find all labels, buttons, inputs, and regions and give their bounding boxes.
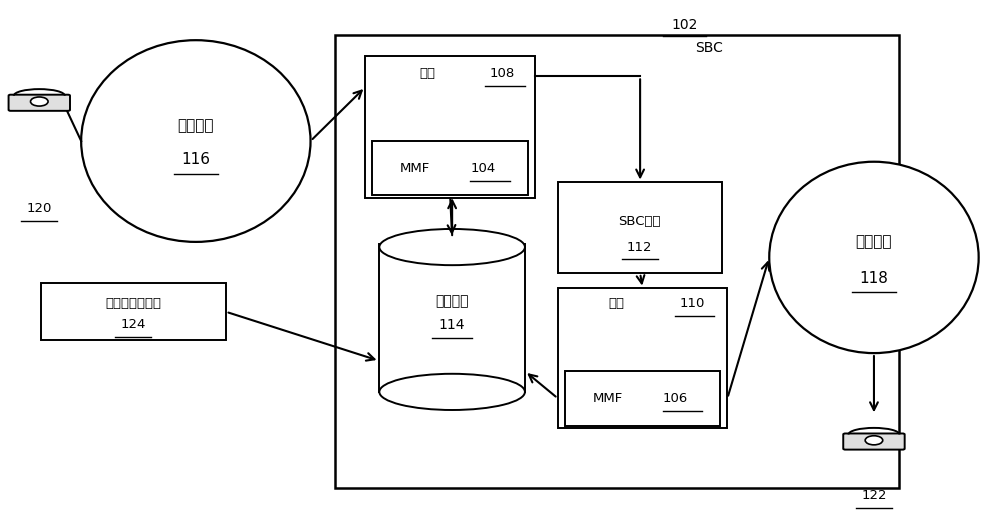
Ellipse shape	[379, 229, 525, 265]
Text: 114: 114	[439, 318, 465, 332]
Text: 120: 120	[27, 202, 52, 215]
FancyBboxPatch shape	[9, 95, 70, 111]
Text: SBC处理: SBC处理	[618, 215, 661, 228]
Text: 出口: 出口	[609, 297, 625, 310]
Text: 入口: 入口	[419, 67, 435, 80]
Text: 通信网络: 通信网络	[178, 118, 214, 133]
Text: 124: 124	[120, 318, 146, 331]
Text: 122: 122	[861, 489, 887, 502]
FancyBboxPatch shape	[379, 244, 525, 392]
FancyBboxPatch shape	[558, 183, 722, 273]
FancyBboxPatch shape	[843, 434, 905, 450]
FancyBboxPatch shape	[41, 283, 226, 340]
Text: 112: 112	[627, 241, 652, 254]
FancyBboxPatch shape	[372, 141, 528, 196]
Ellipse shape	[31, 97, 48, 106]
Ellipse shape	[81, 40, 311, 242]
FancyBboxPatch shape	[335, 35, 899, 488]
Text: 服务提供方节点: 服务提供方节点	[105, 297, 161, 310]
Text: 110: 110	[680, 297, 705, 310]
Text: 116: 116	[181, 152, 210, 166]
Text: MMF: MMF	[592, 392, 623, 405]
Text: SBC: SBC	[695, 41, 723, 55]
Text: 通信网络: 通信网络	[856, 235, 892, 250]
FancyBboxPatch shape	[365, 56, 535, 198]
Text: MMF: MMF	[400, 162, 430, 175]
Text: 102: 102	[671, 18, 698, 32]
Text: 104: 104	[470, 162, 495, 175]
FancyBboxPatch shape	[558, 289, 727, 428]
Ellipse shape	[865, 436, 883, 445]
Text: 108: 108	[490, 67, 515, 80]
FancyBboxPatch shape	[565, 371, 720, 425]
Text: 118: 118	[860, 270, 888, 285]
Text: 用户统计: 用户统计	[435, 294, 469, 308]
Ellipse shape	[769, 162, 979, 353]
Ellipse shape	[379, 374, 525, 410]
Text: 106: 106	[663, 392, 688, 405]
